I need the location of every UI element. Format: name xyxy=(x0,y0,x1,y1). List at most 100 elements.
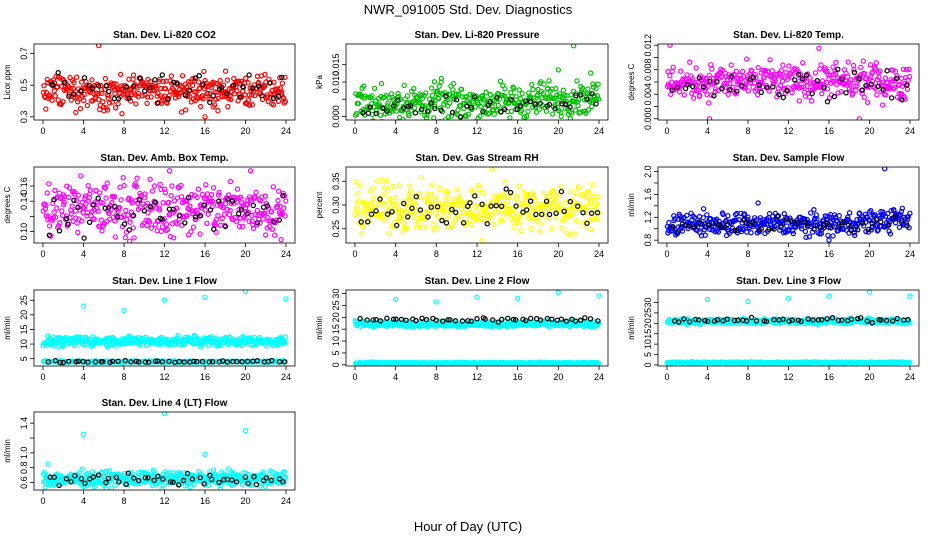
data-point xyxy=(711,318,718,324)
x-tick-label: 12 xyxy=(783,372,793,382)
data-point xyxy=(445,114,452,120)
data-point xyxy=(412,200,418,206)
data-point xyxy=(234,186,241,192)
data-point xyxy=(227,207,233,214)
data-point xyxy=(503,186,509,192)
y-tick-label: 30 xyxy=(331,289,341,299)
data-point xyxy=(433,299,439,305)
data-point xyxy=(267,80,273,86)
data-point xyxy=(588,210,595,216)
x-tick-label: 20 xyxy=(240,249,250,259)
data-point xyxy=(705,222,712,229)
data-point xyxy=(432,210,439,216)
data-point xyxy=(514,193,521,199)
data-point xyxy=(156,207,163,213)
x-tick-label: 12 xyxy=(783,249,793,259)
y-tick-label: 15 xyxy=(643,329,653,339)
data-point xyxy=(207,207,214,213)
data-point xyxy=(675,229,681,235)
data-point xyxy=(52,92,58,99)
data-point xyxy=(386,230,392,237)
data-point xyxy=(856,75,863,82)
data-point xyxy=(215,212,221,219)
data-point xyxy=(696,92,703,99)
data-point xyxy=(491,111,497,117)
data-point xyxy=(755,64,761,71)
data-point xyxy=(790,230,797,237)
data-point xyxy=(216,189,222,196)
data-point xyxy=(187,93,193,100)
data-point xyxy=(458,114,464,120)
data-point xyxy=(239,342,245,349)
data-point xyxy=(120,174,126,181)
x-tick-label: 16 xyxy=(513,372,523,382)
data-point xyxy=(860,220,866,226)
data-point xyxy=(362,93,368,99)
data-point xyxy=(756,82,762,88)
data-point xyxy=(255,79,262,86)
data-point xyxy=(472,193,478,199)
data-point xyxy=(429,182,435,188)
data-point xyxy=(845,59,851,65)
x-tick-label: 16 xyxy=(824,372,834,382)
data-point xyxy=(906,66,912,73)
data-point xyxy=(98,87,105,93)
data-point xyxy=(178,109,185,115)
x-tick-label: 0 xyxy=(352,249,357,259)
data-point xyxy=(60,98,66,105)
panel-points xyxy=(40,168,289,243)
data-point xyxy=(848,227,855,234)
data-point xyxy=(106,88,112,95)
data-point xyxy=(562,101,569,108)
data-point xyxy=(50,82,56,88)
data-point xyxy=(411,85,417,92)
data-point xyxy=(596,293,602,299)
data-point xyxy=(424,108,431,115)
data-point xyxy=(102,185,109,191)
data-point xyxy=(562,92,568,99)
data-point xyxy=(593,85,599,92)
data-point xyxy=(449,109,456,116)
data-point xyxy=(743,220,750,227)
data-point xyxy=(864,318,870,324)
data-point xyxy=(50,77,57,83)
data-point xyxy=(443,197,449,203)
data-point xyxy=(777,82,784,89)
data-point xyxy=(115,95,122,102)
y-tick-label: 0.5 xyxy=(19,79,29,92)
data-point xyxy=(840,74,846,80)
data-point xyxy=(704,212,710,218)
data-point xyxy=(704,91,710,98)
data-point xyxy=(102,75,109,82)
data-point xyxy=(750,74,756,80)
data-point xyxy=(199,358,206,365)
panel-title: Stan. Dev. Amb. Box Temp. xyxy=(100,153,228,164)
data-point xyxy=(159,72,165,78)
data-point xyxy=(438,75,445,82)
data-point xyxy=(355,190,361,197)
data-point xyxy=(710,75,717,82)
data-point xyxy=(568,92,574,98)
data-point xyxy=(477,113,483,119)
data-point xyxy=(553,215,559,221)
data-point xyxy=(373,110,379,117)
data-point xyxy=(195,95,201,102)
data-point xyxy=(445,193,451,199)
data-point xyxy=(795,219,801,226)
data-point xyxy=(423,90,429,96)
data-point xyxy=(123,207,129,214)
data-point xyxy=(816,45,822,52)
data-point xyxy=(197,231,203,237)
data-point xyxy=(541,81,547,87)
data-point xyxy=(275,98,282,105)
data-point xyxy=(250,202,256,209)
data-point xyxy=(160,78,167,85)
data-point xyxy=(130,83,137,89)
data-point xyxy=(574,218,580,224)
data-point xyxy=(133,183,140,190)
x-tick-label: 24 xyxy=(594,249,604,259)
data-point xyxy=(396,182,403,189)
data-point xyxy=(377,318,384,324)
data-point xyxy=(894,315,901,322)
